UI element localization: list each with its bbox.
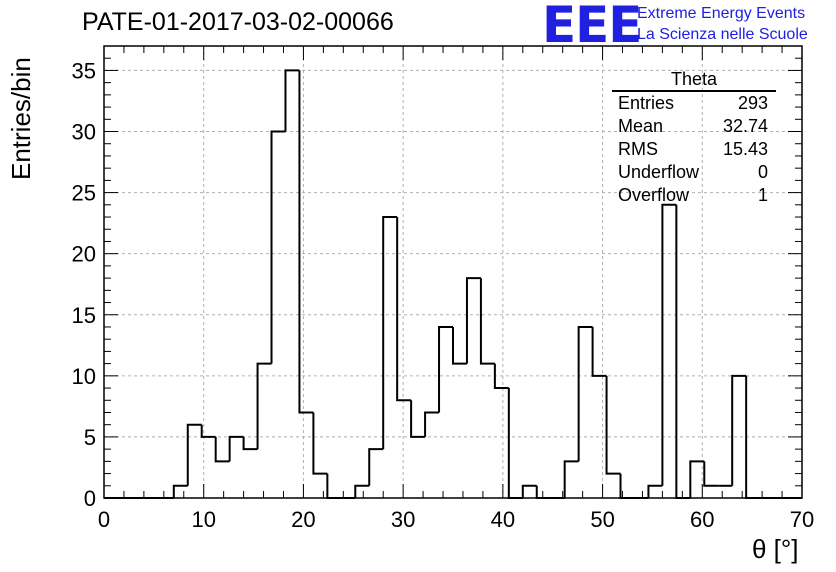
histogram-bin	[535, 485, 551, 499]
stats-title: Theta	[612, 68, 776, 92]
x-tick-label: 10	[191, 507, 215, 532]
histogram-bin	[382, 216, 398, 450]
histogram-bin	[452, 326, 467, 365]
histogram-bin	[424, 411, 440, 437]
y-tick-label: 35	[72, 58, 96, 83]
y-tick-label: 5	[84, 425, 96, 450]
histogram-bin	[172, 484, 188, 498]
histogram-bin	[368, 448, 384, 486]
histogram-bin	[284, 69, 300, 132]
histogram-bin	[703, 461, 719, 487]
y-tick-label: 20	[72, 242, 96, 267]
histogram-bin	[256, 362, 272, 450]
histogram-bin	[270, 130, 286, 364]
x-tick-label: 40	[491, 507, 515, 532]
stats-value: 293	[737, 93, 768, 113]
histogram-bin	[577, 325, 593, 462]
y-tick-label: 15	[72, 303, 96, 328]
histogram-bin	[479, 278, 495, 365]
histogram-bin	[242, 436, 258, 451]
brand-line-2: La Scienza nelle Scuole	[637, 26, 808, 43]
histogram-bin	[731, 374, 747, 486]
histogram-bin	[465, 277, 481, 364]
plot-frame	[103, 45, 803, 499]
x-tick-label: 50	[590, 507, 614, 532]
stats-label: Underflow	[618, 162, 700, 182]
stats-value: 15.43	[722, 139, 768, 159]
y-tick-label: 10	[72, 364, 96, 389]
histogram-bin	[312, 412, 328, 475]
histogram-bin	[438, 325, 453, 413]
x-tick-label: 20	[291, 507, 315, 532]
histogram-bin	[228, 435, 244, 462]
histogram-bin	[354, 484, 370, 498]
stats-label: RMS	[618, 139, 658, 159]
stats-row-entries: Entries 293	[612, 92, 776, 115]
histogram-bin	[326, 473, 342, 499]
stats-row-overflow: Overflow 1	[612, 184, 776, 207]
histogram-bin	[563, 460, 579, 498]
histogram-bin	[675, 204, 691, 499]
histogram-bin	[647, 484, 663, 498]
histogram-bin	[661, 203, 677, 486]
stats-row-underflow: Underflow 0	[612, 161, 776, 184]
chart-title: PATE-01-2017-03-02-00066	[82, 8, 394, 36]
stats-row-mean: Mean 32.74	[612, 115, 776, 138]
histogram-bin	[396, 217, 412, 402]
stats-value: 32.74	[722, 116, 768, 136]
x-tick-label: 60	[690, 507, 714, 532]
histogram-bin	[410, 400, 426, 438]
stats-label: Mean	[618, 116, 664, 136]
stats-value: 0	[757, 162, 768, 182]
y-tick-label: 25	[72, 181, 96, 206]
histogram-bin	[214, 436, 230, 463]
histogram-bars	[104, 69, 802, 499]
x-tick-label: 30	[391, 507, 415, 532]
histogram-bin	[521, 484, 537, 498]
histogram-bin	[493, 363, 509, 390]
x-axis-label: θ [°]	[752, 534, 799, 564]
histogram-bin	[591, 326, 607, 377]
stats-value: 1	[757, 185, 768, 205]
stats-box: Theta Entries 293 Mean 32.74 RMS 15.43 U…	[612, 68, 776, 207]
y-axis-label: Entries/bin	[6, 57, 36, 180]
histogram-bin	[689, 460, 705, 498]
histogram-bin	[605, 375, 621, 475]
histogram-bin	[186, 423, 202, 486]
stats-label: Overflow	[618, 185, 690, 205]
y-tick-label: 30	[72, 120, 96, 145]
histogram-bin	[507, 388, 523, 499]
grid-lines	[104, 46, 802, 498]
eee-logo: EEE	[542, 0, 642, 54]
stats-label: Entries	[618, 93, 675, 113]
x-tick-label: 0	[98, 507, 110, 532]
brand-line-1: Extreme Energy Events	[637, 5, 806, 22]
y-tick-label: 0	[84, 486, 96, 511]
stats-row-rms: RMS 15.43	[612, 138, 776, 161]
histogram-bin	[298, 70, 314, 414]
histogram-bin	[200, 424, 216, 438]
x-tick-label: 70	[790, 507, 814, 532]
